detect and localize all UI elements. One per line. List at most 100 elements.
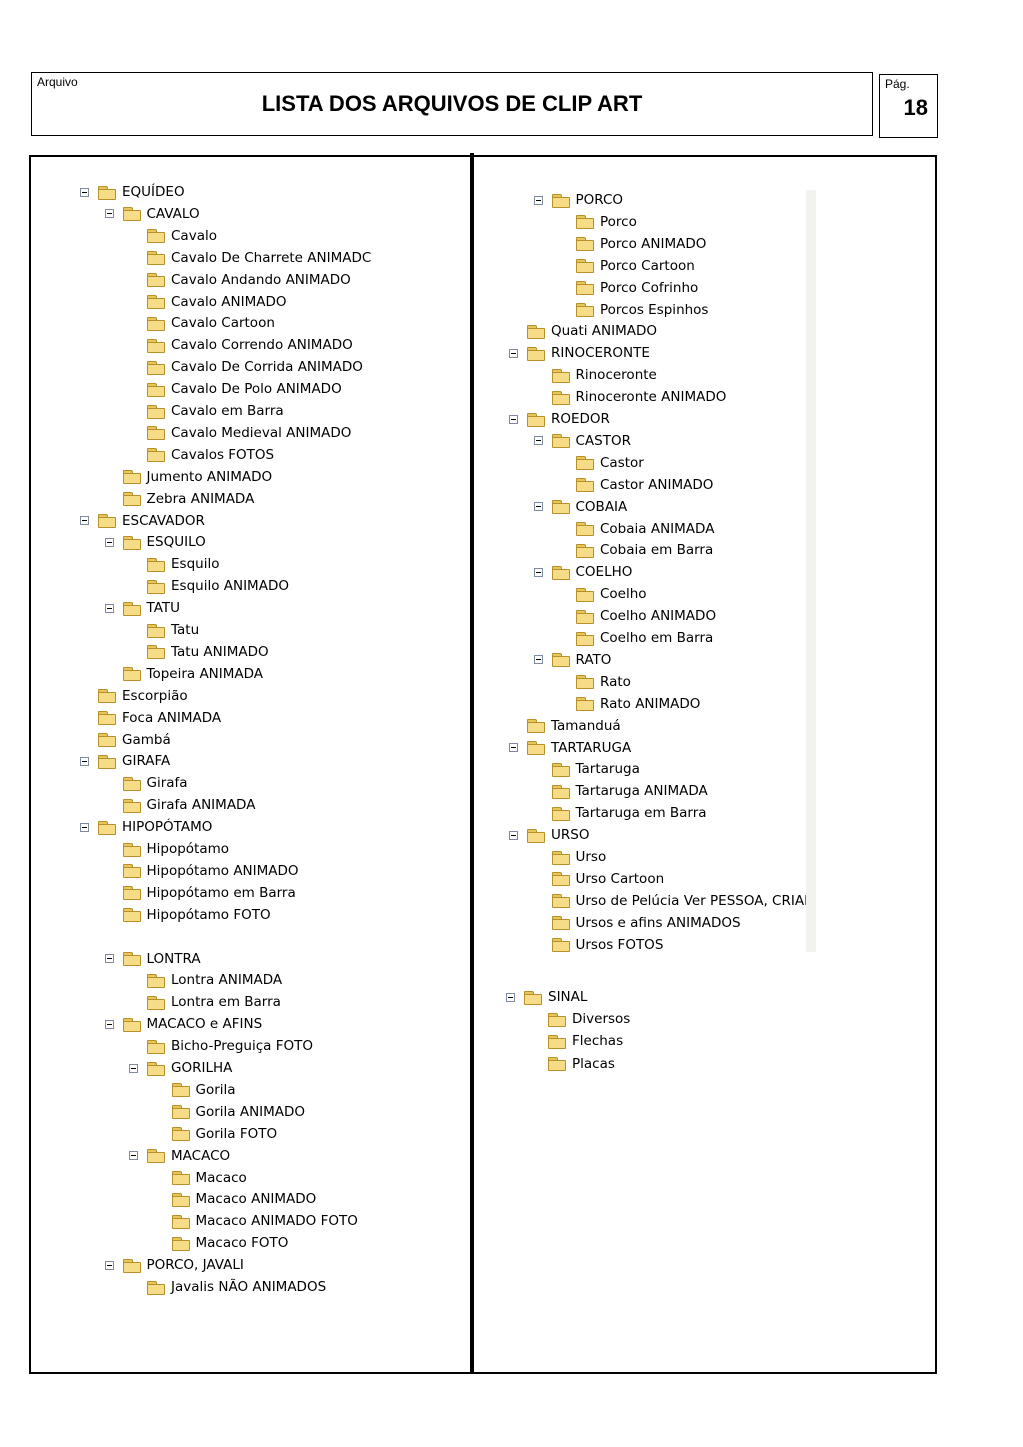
collapse-toggle-icon[interactable] [104,537,114,547]
tree-item-cavalo[interactable]: Cavalo [129,226,217,246]
tree-item-macaco[interactable]: Macaco [154,1168,247,1188]
tree-item-escorpiao[interactable]: Escorpião [80,686,188,706]
tree-item-urso[interactable]: URSO [509,825,589,845]
tree-item-tatu-animado[interactable]: Tatu ANIMADO [129,642,269,662]
collapse-toggle-icon[interactable] [509,743,518,752]
tree-item-coelho-animado[interactable]: Coelho ANIMADO [558,606,716,626]
tree-item-porco-javali[interactable]: PORCO, JAVALI [104,1255,244,1275]
tree-item-girafa[interactable]: Girafa [105,773,188,793]
tree-item-javalis-nao-animados[interactable]: Javalis NÃO ANIMADOS [129,1277,326,1297]
tree-item-sinal[interactable]: SINAL [506,987,587,1007]
tree-item-rinoceronte[interactable]: Rinoceronte [534,365,657,385]
tree-item-esquilo[interactable]: Esquilo [129,554,219,574]
collapse-toggle-icon[interactable] [104,1260,114,1270]
tree-item-rinoceronte[interactable]: RINOCERONTE [509,343,650,363]
tree-item-cobaia[interactable]: COBAIA [533,497,627,517]
tree-item-macaco-animado[interactable]: Macaco ANIMADO [154,1189,316,1209]
collapse-toggle-icon[interactable] [533,502,543,512]
collapse-toggle-icon[interactable] [80,187,89,197]
collapse-toggle-icon[interactable] [104,954,114,963]
collapse-toggle-icon[interactable] [533,436,543,446]
tree-item-cobaia-em-barra[interactable]: Cobaia em Barra [558,540,713,560]
tree-item-cobaia-animada[interactable]: Cobaia ANIMADA [558,519,714,539]
tree-item-bicho-preguica-foto[interactable]: Bicho-Preguiça FOTO [129,1036,313,1056]
tree-item-hipopotamo-em-barra[interactable]: Hipopótamo em Barra [105,883,296,903]
tree-item-hipopotamo-foto[interactable]: Hipopótamo FOTO [105,905,271,925]
collapse-toggle-icon[interactable] [509,348,518,358]
tree-item-cavalo-de-charrete-animadc[interactable]: Cavalo De Charrete ANIMADC [129,248,371,268]
tree-item-porco-cartoon[interactable]: Porco Cartoon [558,256,695,276]
tree-item-tartaruga-em-barra[interactable]: Tartaruga em Barra [534,803,707,823]
tree-item-porco-animado[interactable]: Porco ANIMADO [558,234,706,254]
tree-item-flechas[interactable]: Flechas [530,1031,623,1051]
tree-item-hipopotamo[interactable]: HIPOPÓTAMO [80,817,212,837]
tree-item-gorilha[interactable]: GORILHA [129,1058,232,1078]
tree-item-zebra-animada[interactable]: Zebra ANIMADA [105,489,254,509]
collapse-toggle-icon[interactable] [506,992,515,1002]
tree-item-cavalo-cartoon[interactable]: Cavalo Cartoon [129,313,275,333]
collapse-toggle-icon[interactable] [533,567,543,577]
tree-item-equideo[interactable]: EQUÍDEO [80,182,185,202]
collapse-toggle-icon[interactable] [80,822,89,832]
collapse-toggle-icon[interactable] [104,209,114,219]
tree-item-urso-cartoon[interactable]: Urso Cartoon [534,869,664,889]
tree-item-tartaruga[interactable]: Tartaruga [534,759,640,779]
collapse-toggle-icon[interactable] [533,195,543,205]
tree-item-macaco-e-afins[interactable]: MACACO e AFINS [104,1014,262,1034]
collapse-toggle-icon[interactable] [104,603,114,613]
tree-item-coelho-em-barra[interactable]: Coelho em Barra [558,628,713,648]
tree-item-castor[interactable]: Castor [558,453,644,473]
tree-item-cavalo-animado[interactable]: Cavalo ANIMADO [129,292,286,312]
tree-item-cavalo[interactable]: CAVALO [104,204,200,224]
tree-item-gamba[interactable]: Gambá [80,730,171,750]
tree-item-rato-animado[interactable]: Rato ANIMADO [558,694,700,714]
tree-item-cavalo-de-polo-animado[interactable]: Cavalo De Polo ANIMADO [129,379,342,399]
tree-item-ursos-e-afins-animados[interactable]: Ursos e afins ANIMADOS [534,913,741,933]
tree-item-gorila-animado[interactable]: Gorila ANIMADO [154,1102,305,1122]
tree-item-placas[interactable]: Placas [530,1054,615,1074]
tree-item-topeira-animada[interactable]: Topeira ANIMADA [105,664,263,684]
tree-item-porcos-espinhos[interactable]: Porcos Espinhos [558,300,708,320]
tree-item-ursos-fotos[interactable]: Ursos FOTOS [534,935,663,955]
tree-item-castor-animado[interactable]: Castor ANIMADO [558,475,713,495]
tree-item-esquilo-animado[interactable]: Esquilo ANIMADO [129,576,289,596]
tree-item-jumento-animado[interactable]: Jumento ANIMADO [105,467,272,487]
tree-item-cavalo-medieval-animado[interactable]: Cavalo Medieval ANIMADO [129,423,351,443]
tree-item-lontra-em-barra[interactable]: Lontra em Barra [129,992,281,1012]
tree-item-tatu[interactable]: TATU [104,598,180,618]
tree-item-urso[interactable]: Urso [534,847,606,867]
tree-item-lontra[interactable]: LONTRA [104,949,201,969]
tree-item-macaco[interactable]: MACACO [129,1146,230,1166]
collapse-toggle-icon[interactable] [129,1151,138,1161]
tree-item-tatu[interactable]: Tatu [129,620,199,640]
tree-item-rato[interactable]: Rato [558,672,631,692]
tree-item-foca-animada[interactable]: Foca ANIMADA [80,708,221,728]
tree-item-esquilo[interactable]: ESQUILO [104,532,206,552]
tree-item-porco[interactable]: Porco [558,212,637,232]
tree-item-macaco-foto[interactable]: Macaco FOTO [154,1233,288,1253]
tree-item-cavalo-em-barra[interactable]: Cavalo em Barra [129,401,284,421]
tree-item-urso-de-pelucia-ver-pessoa-crianca[interactable]: Urso de Pelúcia Ver PESSOA, CRIANÇA [534,891,806,911]
tree-item-lontra-animada[interactable]: Lontra ANIMADA [129,970,282,990]
tree-item-diversos[interactable]: Diversos [530,1009,630,1029]
tree-item-girafa[interactable]: GIRAFA [80,751,170,771]
tree-item-girafa-animada[interactable]: Girafa ANIMADA [105,795,255,815]
tree-item-coelho[interactable]: Coelho [558,584,647,604]
tree-item-tartaruga-animada[interactable]: Tartaruga ANIMADA [534,781,708,801]
tree-item-macaco-animado-foto[interactable]: Macaco ANIMADO FOTO [154,1211,358,1231]
tree-item-escavador[interactable]: ESCAVADOR [80,511,205,531]
tree-item-hipopotamo-animado[interactable]: Hipopótamo ANIMADO [105,861,299,881]
tree-item-cavalo-andando-animado[interactable]: Cavalo Andando ANIMADO [129,270,351,290]
tree-item-tamandua[interactable]: Tamanduá [509,716,621,736]
tree-item-roedor[interactable]: ROEDOR [509,409,610,429]
collapse-toggle-icon[interactable] [129,1063,138,1073]
tree-item-cavalo-de-corrida-animado[interactable]: Cavalo De Corrida ANIMADO [129,357,363,377]
collapse-toggle-icon[interactable] [509,414,518,424]
tree-item-porco-cofrinho[interactable]: Porco Cofrinho [558,278,698,298]
collapse-toggle-icon[interactable] [509,830,518,840]
tree-item-porco[interactable]: PORCO [533,190,623,210]
tree-item-rato[interactable]: RATO [533,650,611,670]
tree-item-castor[interactable]: CASTOR [533,431,631,451]
collapse-toggle-icon[interactable] [80,516,89,525]
collapse-toggle-icon[interactable] [533,655,543,665]
